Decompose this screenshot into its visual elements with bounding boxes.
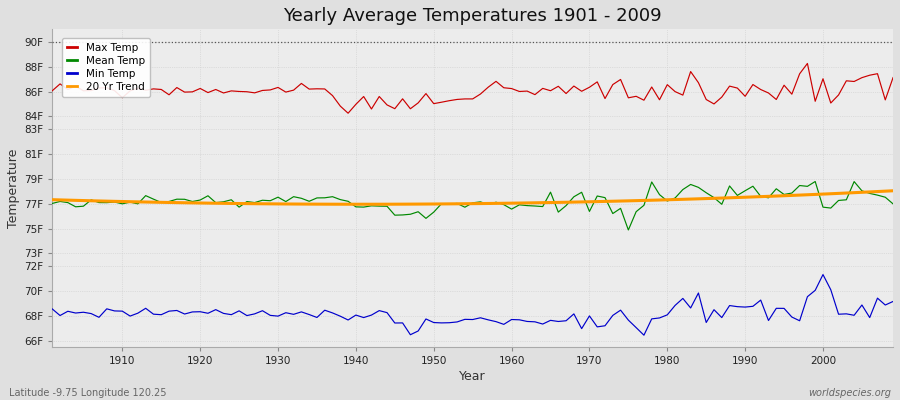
Title: Yearly Average Temperatures 1901 - 2009: Yearly Average Temperatures 1901 - 2009 (284, 7, 662, 25)
Y-axis label: Temperature: Temperature (7, 148, 20, 228)
Legend: Max Temp, Mean Temp, Min Temp, 20 Yr Trend: Max Temp, Mean Temp, Min Temp, 20 Yr Tre… (62, 38, 150, 98)
Text: worldspecies.org: worldspecies.org (808, 388, 891, 398)
Text: Latitude -9.75 Longitude 120.25: Latitude -9.75 Longitude 120.25 (9, 388, 166, 398)
X-axis label: Year: Year (459, 370, 486, 383)
